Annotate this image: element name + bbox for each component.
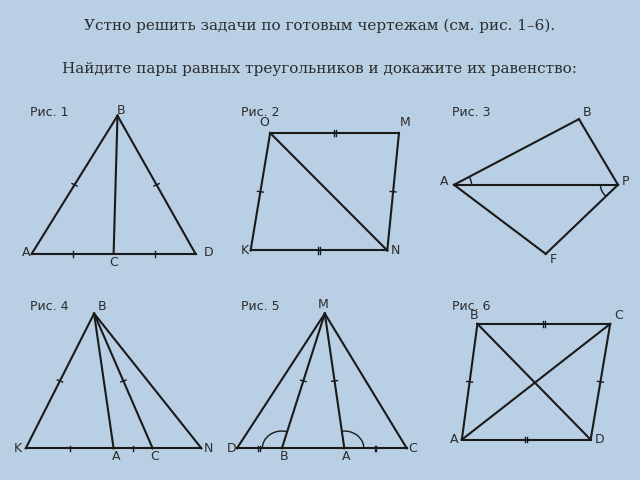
Text: Рис. 2: Рис. 2 [241,106,280,119]
Text: D: D [595,433,604,446]
Text: C: C [614,309,623,322]
Text: C: C [109,256,118,269]
Text: Рис. 1: Рис. 1 [29,106,68,119]
Text: P: P [622,175,629,188]
Text: N: N [204,442,212,455]
Text: B: B [470,309,478,322]
Text: F: F [550,252,557,265]
Text: B: B [98,300,107,313]
Text: Рис. 3: Рис. 3 [452,106,491,119]
Text: B: B [583,106,591,119]
Text: Рис. 6: Рис. 6 [452,300,491,313]
Text: C: C [409,442,417,455]
Text: C: C [150,450,159,463]
Text: D: D [227,442,237,455]
Text: Рис. 4: Рис. 4 [29,300,68,313]
Text: Найдите пары равных треугольников и докажите их равенство:: Найдите пары равных треугольников и дока… [63,62,577,76]
Text: A: A [22,246,30,259]
Text: A: A [440,175,449,188]
Text: B: B [280,450,289,463]
Text: D: D [204,246,213,259]
Text: K: K [14,442,22,455]
Text: A: A [111,450,120,463]
Text: M: M [317,299,328,312]
Text: A: A [450,433,459,446]
Text: O: O [259,116,269,129]
Text: Устно решить задачи по готовым чертежам (см. рис. 1–6).: Устно решить задачи по готовым чертежам … [84,19,556,33]
Text: K: K [241,244,249,257]
Text: N: N [391,244,401,257]
Text: Рис. 5: Рис. 5 [241,300,280,313]
Text: A: A [342,450,351,463]
Text: B: B [117,104,125,117]
Text: M: M [399,116,410,129]
